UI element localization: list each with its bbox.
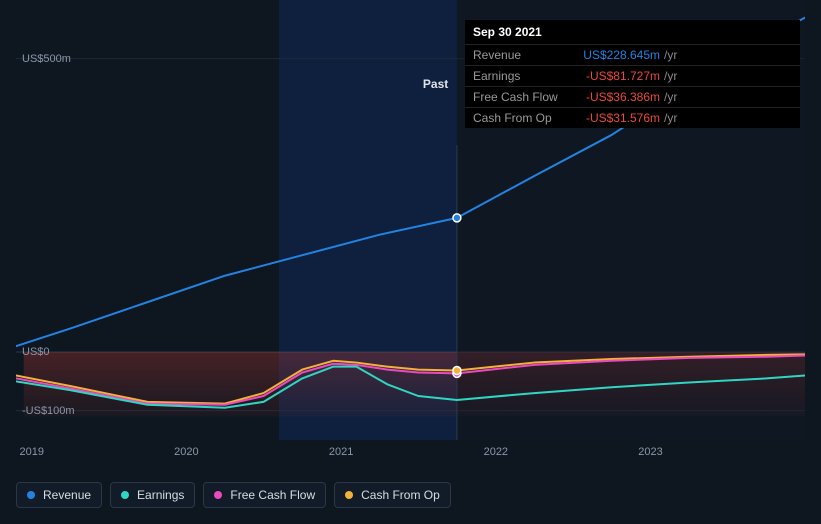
hover-tooltip: Sep 30 2021 RevenueUS$228.645m/yrEarning… bbox=[465, 20, 800, 128]
legend-dot-icon bbox=[345, 491, 353, 499]
tooltip-metric-label: Earnings bbox=[473, 69, 565, 83]
x-tick-label: 2023 bbox=[638, 446, 662, 458]
tooltip-metric-unit: /yr bbox=[660, 48, 677, 62]
legend-label: Free Cash Flow bbox=[230, 488, 315, 502]
legend-item-fcf[interactable]: Free Cash Flow bbox=[203, 482, 326, 508]
x-tick-label: 2021 bbox=[329, 446, 353, 458]
tooltip-metric-label: Free Cash Flow bbox=[473, 90, 565, 104]
past-label: Past bbox=[423, 77, 448, 91]
tooltip-row: Earnings-US$81.727m/yr bbox=[465, 65, 800, 86]
x-tick-label: 2019 bbox=[19, 446, 43, 458]
tooltip-metric-unit: /yr bbox=[660, 90, 677, 104]
legend-item-revenue[interactable]: Revenue bbox=[16, 482, 102, 508]
tooltip-metric-value: -US$31.576m bbox=[565, 111, 660, 125]
legend-dot-icon bbox=[27, 491, 35, 499]
tooltip-row: RevenueUS$228.645m/yr bbox=[465, 44, 800, 65]
y-tick-label: US$500m bbox=[22, 53, 71, 65]
tooltip-row: Cash From Op-US$31.576m/yr bbox=[465, 107, 800, 128]
tooltip-metric-label: Cash From Op bbox=[473, 111, 565, 125]
tooltip-date: Sep 30 2021 bbox=[465, 20, 800, 44]
legend-label: Cash From Op bbox=[361, 488, 440, 502]
legend-dot-icon bbox=[121, 491, 129, 499]
tooltip-metric-value: US$228.645m bbox=[565, 48, 660, 62]
tooltip-metric-value: -US$81.727m bbox=[565, 69, 660, 83]
y-tick-label: -US$100m bbox=[22, 405, 75, 417]
x-tick-label: 2022 bbox=[484, 446, 508, 458]
chart-legend: Revenue Earnings Free Cash Flow Cash From O… bbox=[16, 482, 451, 508]
tooltip-metric-label: Revenue bbox=[473, 48, 565, 62]
tooltip-metric-unit: /yr bbox=[660, 69, 677, 83]
tooltip-row: Free Cash Flow-US$36.386m/yr bbox=[465, 86, 800, 107]
legend-dot-icon bbox=[214, 491, 222, 499]
legend-item-earnings[interactable]: Earnings bbox=[110, 482, 195, 508]
tooltip-metric-value: -US$36.386m bbox=[565, 90, 660, 104]
legend-label: Revenue bbox=[43, 488, 91, 502]
tooltip-metric-unit: /yr bbox=[660, 111, 677, 125]
y-tick-label: US$0 bbox=[22, 346, 50, 358]
legend-item-cfo[interactable]: Cash From Op bbox=[334, 482, 451, 508]
legend-label: Earnings bbox=[137, 488, 184, 502]
x-tick-label: 2020 bbox=[174, 446, 198, 458]
